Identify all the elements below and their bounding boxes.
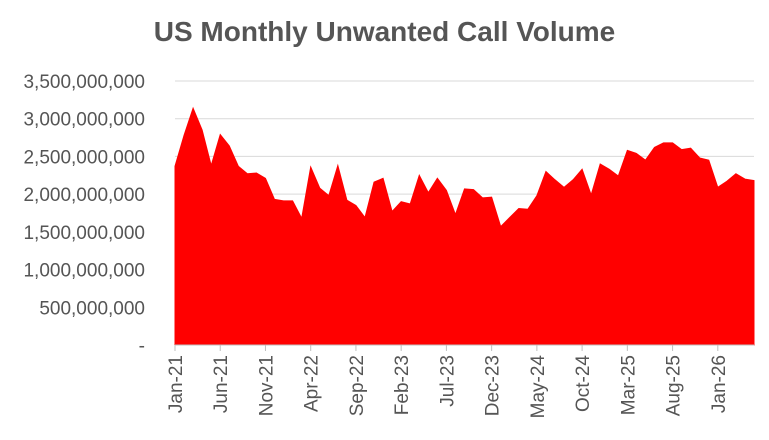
x-tick-label: May-24: [528, 355, 549, 419]
x-tick-label: Jan-21: [166, 355, 187, 413]
x-tick-label: Dec-23: [483, 355, 504, 416]
x-tick-label: Feb-23: [392, 355, 413, 415]
y-tick-label: 2,000,000,000: [23, 185, 145, 206]
x-tick-label: Jan-26: [709, 355, 730, 413]
x-tick-label: Aug-25: [664, 355, 685, 416]
y-tick-label: 1,000,000,000: [23, 261, 145, 282]
x-tick-label: Oct-24: [573, 355, 594, 412]
y-tick-label: -: [139, 336, 145, 357]
x-tick-label: Jun-21: [211, 355, 232, 413]
x-tick-label: Sep-22: [347, 355, 368, 416]
y-tick-label: 2,500,000,000: [23, 147, 145, 168]
x-tick-label: Apr-22: [302, 355, 323, 412]
y-tick-label: 500,000,000: [39, 298, 145, 319]
y-tick-label: 3,500,000,000: [23, 72, 145, 93]
area-series: [174, 106, 755, 346]
y-tick-label: 1,500,000,000: [23, 223, 145, 244]
x-tick-label: Nov-21: [256, 355, 277, 416]
chart-title: US Monthly Unwanted Call Volume: [153, 16, 616, 47]
x-tick-label: Jul-23: [437, 355, 458, 407]
x-tick-label: Mar-25: [618, 355, 639, 415]
y-tick-label: 3,000,000,000: [23, 110, 145, 131]
